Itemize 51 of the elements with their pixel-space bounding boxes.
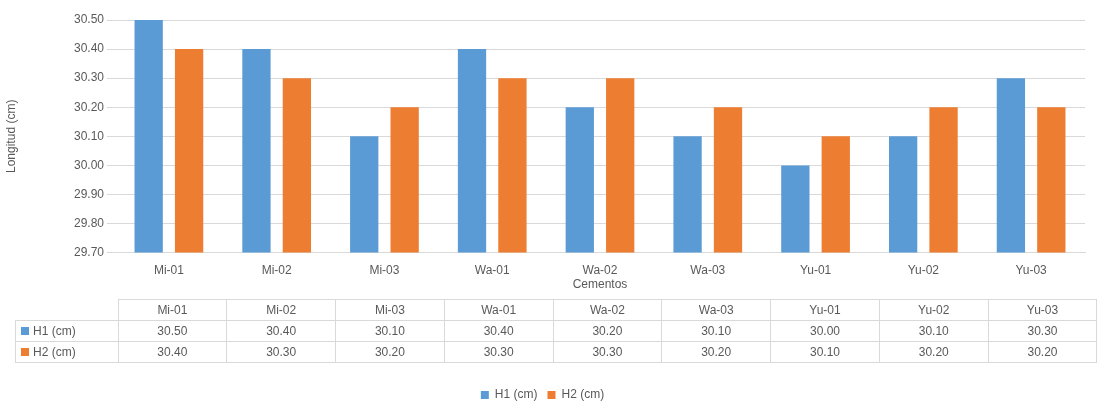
x-tick-label: Yu-03 bbox=[1015, 263, 1048, 278]
data-label: 30.10 bbox=[661, 320, 771, 342]
y-tick-label: 30.30 bbox=[73, 70, 105, 85]
data-label: 30.30 bbox=[444, 341, 554, 363]
x-tick-label: Wa-03 bbox=[690, 263, 726, 278]
x-tick-label: Mi-03 bbox=[369, 263, 400, 278]
data-label: 30.20 bbox=[553, 320, 662, 342]
y-tick-label: 29.70 bbox=[73, 244, 105, 259]
data-label: 30.20 bbox=[879, 341, 989, 363]
y-tick-label: 30.40 bbox=[73, 41, 105, 56]
category-label: Mi-02 bbox=[266, 302, 297, 317]
x-tick-label: Wa-01 bbox=[474, 263, 510, 278]
data-label: 30.00 bbox=[770, 320, 880, 342]
x-axis-title: Cementos bbox=[572, 276, 628, 291]
x-tick-label: Mi-02 bbox=[261, 263, 292, 278]
data-label: 30.50 bbox=[118, 320, 227, 342]
data-label: 30.30 bbox=[988, 320, 1097, 342]
x-tick-label: Mi-01 bbox=[153, 263, 185, 278]
y-tick-label: 30.00 bbox=[73, 157, 105, 172]
category-label: Yu-02 bbox=[918, 302, 950, 317]
category-label: Yu-01 bbox=[809, 302, 841, 317]
y-tick-label: 29.90 bbox=[73, 186, 105, 201]
text: H2 (cm) bbox=[33, 344, 76, 359]
x-tick-label: Yu-01 bbox=[799, 263, 832, 278]
category-label: Yu-03 bbox=[1026, 302, 1059, 317]
category-label: Mi-03 bbox=[374, 302, 405, 317]
legend-label: H2 (cm) bbox=[561, 387, 605, 402]
y-axis-title: Longitud (cm) bbox=[3, 99, 18, 173]
x-tick-label: Yu-02 bbox=[907, 263, 940, 278]
data-label: 30.10 bbox=[335, 320, 445, 342]
category-label: Wa-01 bbox=[481, 302, 517, 317]
y-tick-label: 30.20 bbox=[73, 99, 105, 114]
data-label: 30.20 bbox=[335, 341, 445, 363]
legend-label: H1 (cm) bbox=[494, 387, 538, 402]
x-tick-label: Wa-02 bbox=[582, 263, 618, 278]
category-label: Mi-01 bbox=[157, 302, 188, 317]
data-label: 30.30 bbox=[226, 341, 336, 363]
data-label: 30.10 bbox=[770, 341, 880, 363]
data-label: 30.30 bbox=[553, 341, 662, 363]
category-label: Wa-02 bbox=[589, 302, 625, 317]
data-label: 30.10 bbox=[879, 320, 989, 342]
data-label: 30.40 bbox=[226, 320, 336, 342]
category-label: Wa-03 bbox=[698, 302, 734, 317]
data-label: 30.20 bbox=[661, 341, 771, 363]
data-label: 30.40 bbox=[118, 341, 227, 363]
y-tick-label: 30.10 bbox=[73, 128, 105, 143]
data-label: 30.40 bbox=[444, 320, 554, 342]
y-tick-label: 30.50 bbox=[73, 12, 105, 27]
text: H1 (cm) bbox=[33, 323, 76, 338]
y-tick-label: 29.80 bbox=[73, 215, 105, 230]
data-label: 30.20 bbox=[988, 341, 1097, 363]
